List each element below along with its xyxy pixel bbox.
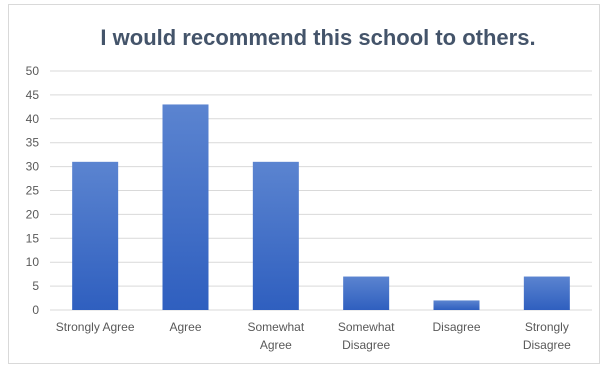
x-category-label-line: Strongly xyxy=(525,320,569,334)
bar xyxy=(433,300,480,310)
x-category-label: Agree xyxy=(169,320,201,334)
x-category-label-line: Strongly Agree xyxy=(56,320,135,334)
x-category-label-line: Somewhat xyxy=(338,320,395,334)
bar xyxy=(252,161,299,310)
x-category-label-line: Disagree xyxy=(342,338,390,352)
y-tick-label: 5 xyxy=(32,279,39,293)
y-tick-label: 40 xyxy=(26,112,40,126)
x-category-label-line: Disagree xyxy=(432,320,480,334)
x-category-label: Somewhat Agree xyxy=(247,320,304,352)
y-tick-label: 30 xyxy=(26,160,40,174)
bar xyxy=(343,276,390,310)
x-axis-labels: Strongly Agree Agree Somewhat AgreeSomewhat… xyxy=(56,320,571,352)
x-category-label: Strongly Disagree xyxy=(523,320,571,352)
x-category-label-line: Disagree xyxy=(523,338,571,352)
bar xyxy=(523,276,570,310)
y-axis-ticks: 0 5 10 15 20 25 30 35 40 45 50 xyxy=(26,64,40,317)
gridlines xyxy=(50,70,592,311)
x-category-label-line: Somewhat xyxy=(247,320,304,334)
chart-title: I would recommend this school to others. xyxy=(100,25,535,50)
x-category-label: Strongly Agree xyxy=(56,320,135,334)
x-category-label-line: Agree xyxy=(169,320,201,334)
x-category-label-line: Agree xyxy=(260,338,292,352)
bar xyxy=(72,161,119,310)
y-tick-label: 20 xyxy=(26,207,40,221)
y-tick-label: 10 xyxy=(26,255,40,269)
y-tick-label: 15 xyxy=(26,231,40,245)
y-tick-label: 0 xyxy=(32,303,39,317)
bars xyxy=(72,104,570,311)
y-tick-label: 50 xyxy=(26,64,40,78)
y-tick-label: 25 xyxy=(26,184,40,198)
x-category-label: Disagree xyxy=(432,320,480,334)
bar xyxy=(162,104,209,311)
y-tick-label: 35 xyxy=(26,136,40,150)
y-tick-label: 45 xyxy=(26,88,40,102)
x-category-label: Somewhat Disagree xyxy=(338,320,395,352)
